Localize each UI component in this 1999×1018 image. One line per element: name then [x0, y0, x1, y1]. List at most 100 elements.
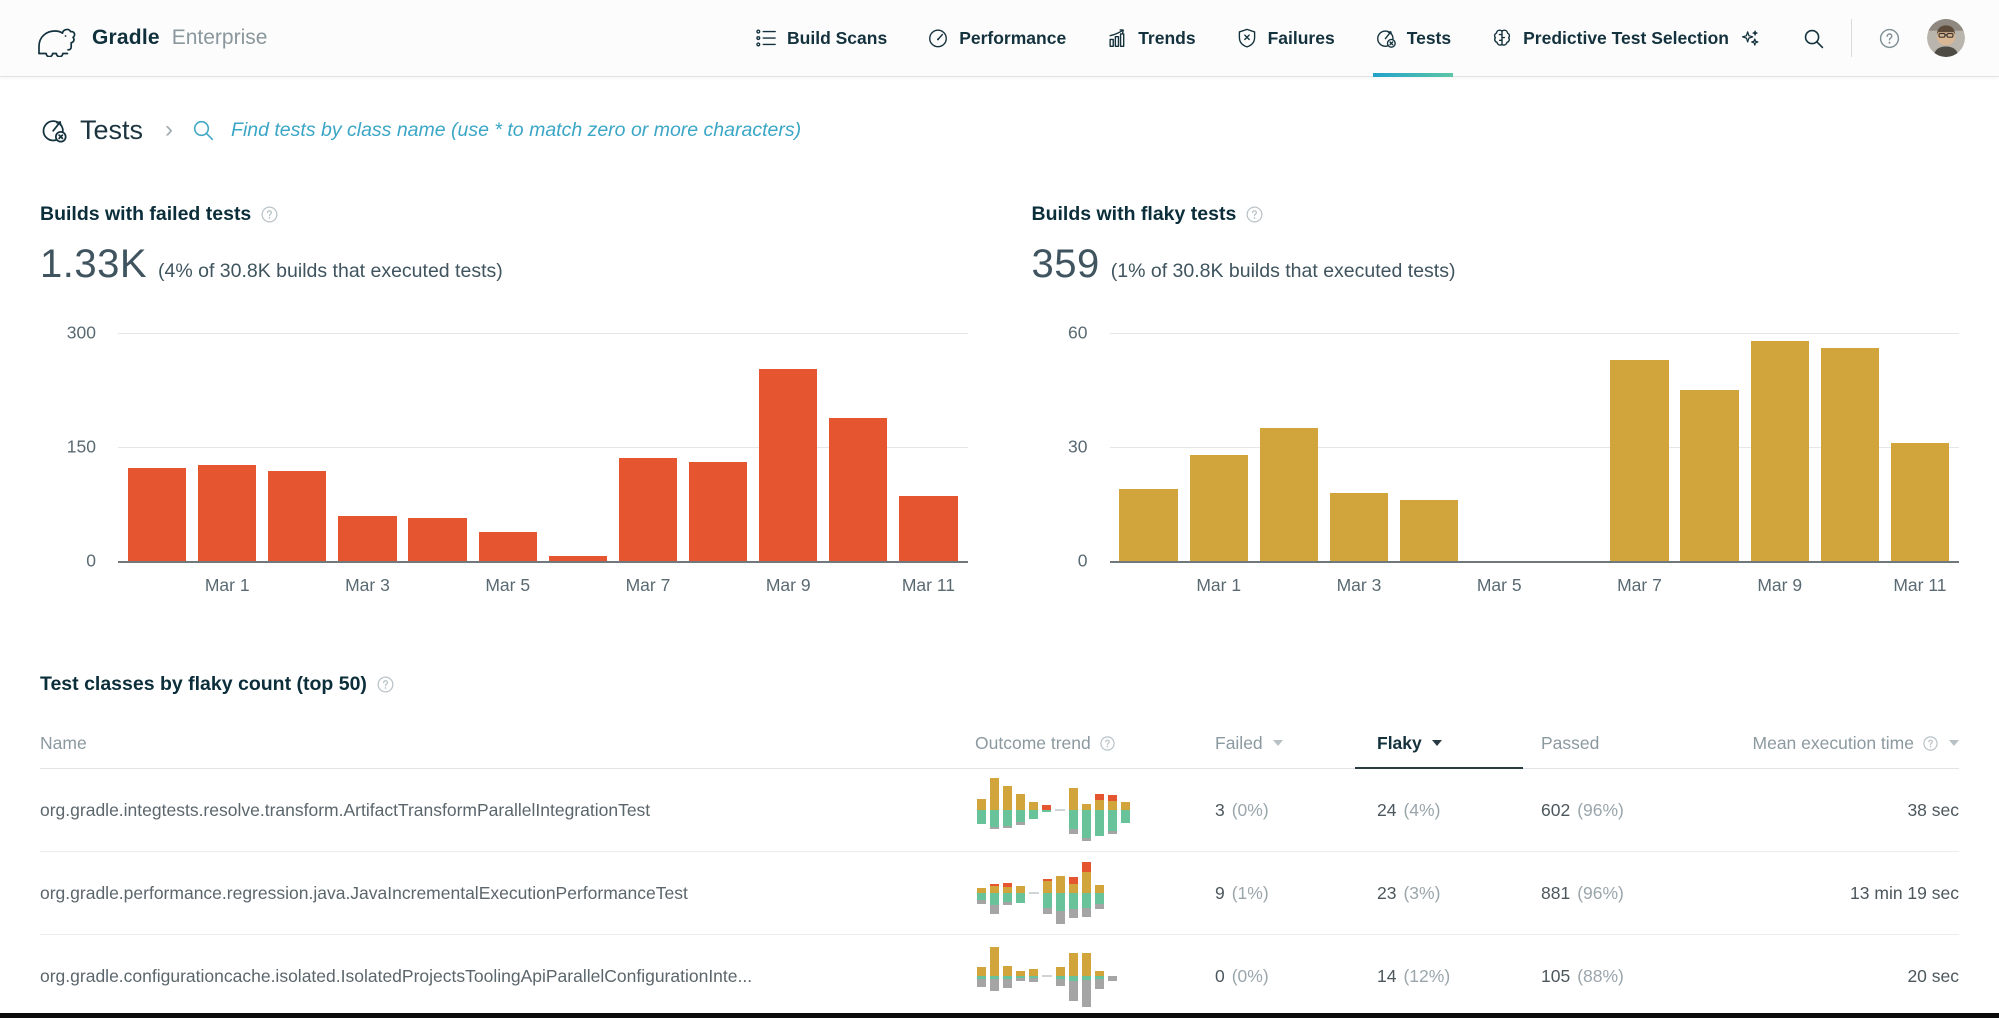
sparkline-bar [977, 941, 986, 1012]
sparkline-bar [1082, 941, 1091, 1012]
x-tick-label: Mar 1 [204, 575, 250, 595]
table-row[interactable]: org.gradle.performance.regression.java.J… [40, 852, 1959, 935]
gridline [1109, 333, 1959, 334]
chart-bar[interactable] [1259, 428, 1318, 561]
chart-bar[interactable] [1890, 443, 1950, 561]
sparkline-bar [990, 941, 999, 1012]
table-title: Test classes by flaky count (top 50) [40, 672, 367, 695]
test-class-name[interactable]: org.gradle.configurationcache.isolated.I… [40, 965, 753, 986]
table-row[interactable]: org.gradle.configurationcache.isolated.I… [40, 935, 1959, 1018]
chart-bar[interactable] [548, 556, 607, 561]
headline-caption: (4% of 30.8K builds that executed tests) [158, 260, 503, 282]
test-class-name[interactable]: org.gradle.performance.regression.java.J… [40, 882, 688, 903]
shield-x-icon [1236, 27, 1258, 49]
chart-bar[interactable] [899, 496, 958, 561]
sparkline-bar [1003, 858, 1012, 929]
search-icon[interactable] [1802, 27, 1825, 50]
help-icon[interactable] [1099, 735, 1116, 752]
column-header-outcome-trend: Outcome trend [975, 718, 1215, 768]
chart-bar[interactable] [759, 368, 818, 561]
x-tick-label: Mar 11 [1893, 575, 1947, 595]
test-search-input[interactable] [229, 117, 1959, 143]
chart-title: Builds with failed tests [40, 202, 252, 225]
test-class-name[interactable]: org.gradle.integtests.resolve.transform.… [40, 799, 651, 820]
table-header-row: Name Outcome trend Failed Flaky Passed [40, 718, 1959, 769]
sparkline-bar [977, 775, 986, 846]
user-avatar[interactable] [1927, 19, 1965, 57]
headline-caption: (1% of 30.8K builds that executed tests) [1110, 260, 1456, 282]
sparkline-gap-dash [1029, 892, 1039, 894]
page-title: Tests [80, 114, 144, 145]
headline-value: 359 [1031, 242, 1100, 286]
sparkles-icon [1741, 29, 1760, 48]
nav-item-label: Failures [1267, 27, 1335, 48]
tests-page-icon [40, 116, 68, 144]
chart-bar[interactable] [1119, 488, 1178, 561]
sparkline-bar [1069, 941, 1078, 1012]
sparkline-bar [1108, 775, 1117, 846]
chart-bar[interactable] [688, 462, 748, 561]
help-icon[interactable] [1245, 205, 1264, 224]
list-icon [755, 27, 777, 49]
nav-item-failures[interactable]: Failures [1236, 0, 1335, 77]
flaky-count: 23 (3%) [1377, 882, 1441, 903]
chart-bar[interactable] [1329, 492, 1389, 561]
failed-tests-bar-chart [118, 333, 968, 563]
chart-bar[interactable] [1680, 390, 1739, 561]
chart-bar[interactable] [1189, 454, 1248, 561]
sort-caret-icon [1431, 740, 1442, 746]
chart-bar[interactable] [268, 471, 327, 561]
chart-bar[interactable] [1820, 348, 1879, 561]
chart-title: Builds with flaky tests [1031, 202, 1237, 225]
chart-bar[interactable] [829, 418, 888, 561]
sparkline-bar [1029, 775, 1038, 846]
chart-bar[interactable] [478, 532, 537, 561]
help-icon[interactable] [376, 675, 395, 694]
sparkline-bar [1029, 941, 1038, 1012]
sparkline-bar [990, 775, 999, 846]
chart-bar[interactable] [1750, 340, 1809, 561]
column-header-mean-execution-time[interactable]: Mean execution time [1703, 718, 1959, 768]
top-navigation: Gradle Enterprise Build Scans Performance… [0, 0, 1999, 77]
gauge-icon [927, 27, 949, 49]
help-icon[interactable] [1878, 27, 1901, 50]
x-axis-labels: Mar 1 Mar 3 Mar 5 Mar 7 Mar 9 Mar 11 [118, 575, 968, 597]
chart-bar[interactable] [1610, 359, 1669, 561]
sparkline-bar [1043, 858, 1052, 929]
sparkline-bar [1016, 858, 1025, 929]
test-search-icon [191, 118, 215, 142]
page-header: Tests › [40, 113, 1959, 147]
brain-icon [1491, 27, 1513, 49]
chart-bar[interactable] [1399, 500, 1459, 561]
x-tick-label: Mar 9 [1757, 575, 1803, 595]
chart-bar[interactable] [618, 457, 678, 561]
column-header-failed[interactable]: Failed [1215, 718, 1377, 768]
nav-item-predictive-test-selection[interactable]: Predictive Test Selection [1491, 0, 1760, 77]
y-tick-label: 30 [1068, 436, 1088, 457]
chart-bar[interactable] [127, 468, 187, 561]
y-axis-labels: 60 30 0 [1032, 323, 1088, 571]
nav-item-label: Tests [1406, 27, 1452, 48]
chart-bar[interactable] [198, 465, 257, 561]
brand[interactable]: Gradle Enterprise [34, 20, 267, 57]
window-bottom-edge [0, 1013, 1999, 1018]
help-icon[interactable] [260, 205, 279, 224]
nav-item-trends[interactable]: Trends [1106, 0, 1196, 77]
help-icon[interactable] [1922, 735, 1939, 752]
y-tick-label: 150 [66, 436, 96, 457]
column-header-flaky[interactable]: Flaky [1355, 718, 1541, 769]
flaky-count: 24 (4%) [1377, 799, 1441, 820]
y-axis-labels: 300 150 0 [40, 323, 96, 571]
failed-count: 3 (0%) [1215, 799, 1269, 820]
chart-bar[interactable] [408, 518, 467, 561]
nav-item-build-scans[interactable]: Build Scans [755, 0, 887, 77]
nav-item-performance[interactable]: Performance [927, 0, 1066, 77]
chart-bar[interactable] [338, 516, 397, 561]
nav-tools [1802, 19, 1965, 57]
table-row[interactable]: org.gradle.integtests.resolve.transform.… [40, 769, 1959, 852]
x-tick-label: Mar 7 [1617, 575, 1662, 595]
x-tick-label: Mar 5 [485, 575, 531, 595]
flaky-tests-chart-panel: Builds with flaky tests 359 (1% of 30.8K… [1031, 202, 1959, 597]
nav-item-tests[interactable]: Tests [1372, 0, 1454, 77]
column-header-passed[interactable]: Passed [1541, 732, 1600, 753]
